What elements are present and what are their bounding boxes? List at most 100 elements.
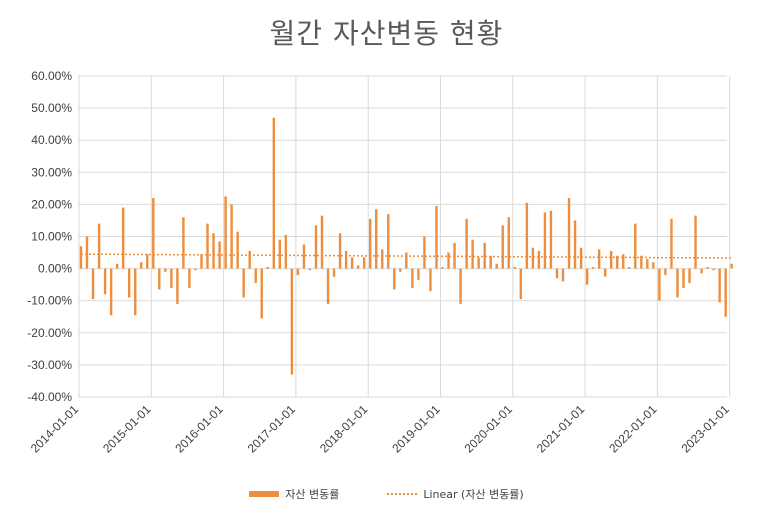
bar bbox=[381, 249, 384, 269]
bar bbox=[561, 268, 565, 282]
bar bbox=[308, 268, 312, 271]
bar bbox=[646, 258, 649, 269]
bar bbox=[128, 268, 131, 298]
legend-item-trend: Linear (자산 변동률) bbox=[387, 486, 524, 502]
legend-item-bars: 자산 변동률 bbox=[249, 486, 339, 502]
bar bbox=[176, 268, 179, 304]
bar bbox=[712, 268, 715, 271]
bar bbox=[585, 268, 589, 285]
bar bbox=[694, 215, 697, 269]
bar bbox=[140, 262, 143, 269]
bar bbox=[519, 268, 523, 300]
y-tick-label: 40.00% bbox=[31, 133, 72, 147]
bar bbox=[537, 250, 541, 269]
bar bbox=[242, 268, 245, 298]
bar bbox=[664, 268, 667, 276]
x-tick-label: 2016-01-01 bbox=[172, 402, 226, 456]
bar bbox=[411, 268, 414, 288]
bar bbox=[387, 214, 390, 269]
bar bbox=[622, 254, 625, 269]
bar bbox=[459, 268, 462, 304]
y-tick-label: -30.00% bbox=[27, 358, 72, 372]
bar bbox=[573, 220, 577, 269]
x-tick-label: 2022-01-01 bbox=[606, 402, 660, 456]
bar bbox=[441, 266, 444, 269]
bar bbox=[212, 233, 215, 269]
bar bbox=[350, 257, 354, 269]
bar bbox=[332, 268, 336, 277]
bar bbox=[248, 250, 251, 269]
bar bbox=[302, 244, 306, 269]
x-tick-label: 2019-01-01 bbox=[389, 402, 443, 456]
bar bbox=[200, 254, 203, 269]
bar bbox=[634, 223, 637, 269]
bar bbox=[296, 268, 300, 276]
bar bbox=[489, 255, 492, 269]
bar bbox=[435, 206, 438, 269]
bar bbox=[567, 197, 571, 269]
bar bbox=[284, 234, 288, 269]
bar bbox=[718, 268, 721, 303]
bar bbox=[513, 266, 516, 269]
bar bbox=[134, 268, 137, 316]
bar bbox=[676, 268, 679, 298]
bar bbox=[700, 268, 703, 274]
bar bbox=[507, 217, 510, 269]
bar bbox=[393, 268, 396, 290]
bar bbox=[724, 268, 727, 317]
bar bbox=[670, 218, 673, 269]
bar bbox=[115, 263, 119, 269]
bar bbox=[531, 247, 535, 269]
bar bbox=[314, 225, 318, 269]
x-tick-label: 2023-01-01 bbox=[679, 402, 733, 456]
bar bbox=[658, 268, 661, 301]
x-tick-label: 2020-01-01 bbox=[462, 402, 516, 456]
x-tick-label: 2018-01-01 bbox=[317, 402, 371, 456]
bar bbox=[170, 268, 173, 288]
bar bbox=[254, 268, 257, 284]
bar bbox=[194, 268, 197, 271]
bar bbox=[164, 268, 167, 272]
x-tick-label: 2014-01-01 bbox=[28, 402, 82, 456]
bar bbox=[188, 268, 191, 288]
bar bbox=[628, 266, 631, 269]
bar bbox=[344, 250, 348, 269]
bar bbox=[447, 252, 450, 269]
bar bbox=[399, 268, 402, 272]
bar bbox=[272, 117, 275, 269]
bar bbox=[495, 263, 498, 269]
y-tick-label: 60.00% bbox=[31, 69, 72, 83]
bar bbox=[97, 223, 101, 269]
legend-swatch-line bbox=[387, 493, 418, 495]
bar bbox=[338, 233, 342, 269]
y-tick-label: -20.00% bbox=[27, 326, 72, 340]
bar bbox=[320, 215, 324, 269]
bar bbox=[555, 268, 559, 279]
bar bbox=[591, 266, 595, 269]
bar bbox=[326, 268, 330, 304]
bar bbox=[85, 236, 89, 269]
bar bbox=[477, 257, 480, 269]
y-tick-label: 30.00% bbox=[31, 165, 72, 179]
bar bbox=[236, 231, 239, 269]
bar bbox=[109, 268, 113, 316]
bar bbox=[465, 218, 468, 269]
chart-title: 월간 자산변동 현황 bbox=[269, 17, 504, 50]
y-tick-label: 10.00% bbox=[31, 230, 72, 244]
y-tick-label: -10.00% bbox=[27, 294, 72, 308]
bar bbox=[730, 263, 733, 269]
bar bbox=[417, 268, 420, 280]
bar bbox=[652, 262, 655, 269]
legend-label-trend: Linear (자산 변동률) bbox=[423, 488, 524, 501]
bar bbox=[146, 254, 149, 269]
x-tick-label: 2021-01-01 bbox=[534, 402, 588, 456]
x-tick-label: 2015-01-01 bbox=[100, 402, 154, 456]
bar bbox=[79, 246, 83, 269]
bar bbox=[206, 223, 209, 269]
bar bbox=[429, 268, 432, 292]
bar bbox=[230, 204, 233, 269]
bar bbox=[688, 268, 691, 284]
bar bbox=[121, 207, 125, 269]
bar bbox=[158, 268, 161, 290]
